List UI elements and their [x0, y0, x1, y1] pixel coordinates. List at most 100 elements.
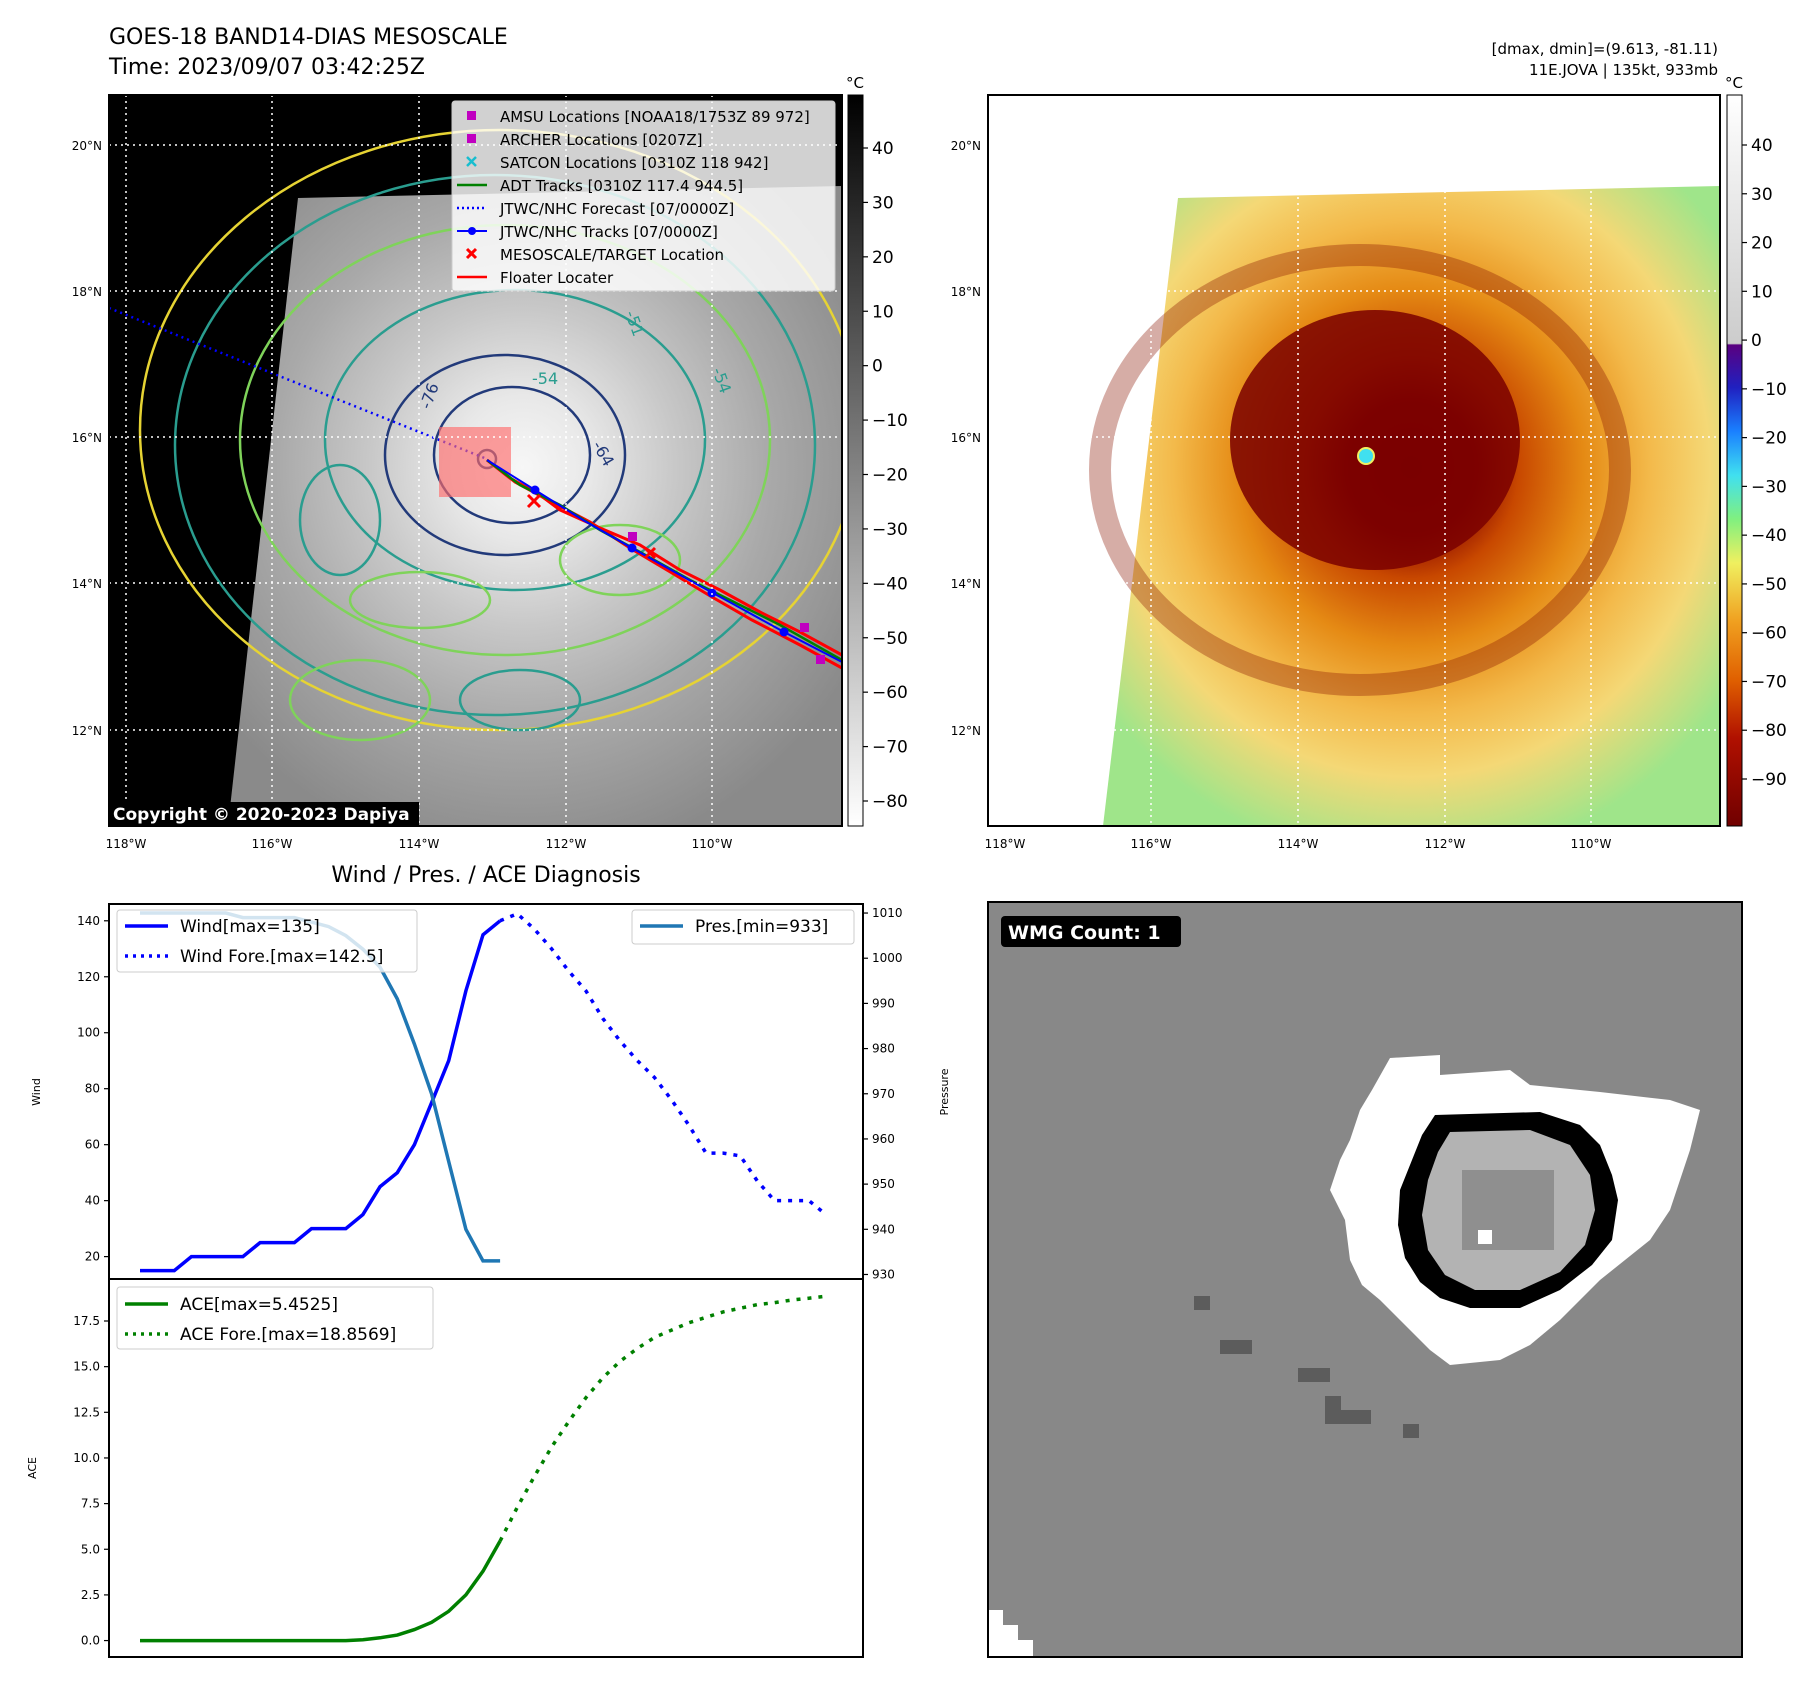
legend-mesoscale-marker — [465, 247, 478, 260]
enhanced-colorbar-tick-label: −40 — [1751, 526, 1787, 546]
copyright-badge — [109, 802, 419, 826]
ir-colorbar — [847, 94, 864, 827]
legend-satcon-label: SATCON Locations [0310Z 118 942] — [500, 154, 768, 172]
wmg-cold-ring — [1330, 1055, 1700, 1365]
pressure-y-tick-label: 1000 — [872, 951, 903, 965]
enhanced-colorbar — [1726, 94, 1743, 827]
enhanced-lon-tick: 118°W — [985, 837, 1026, 851]
ir-colorbar-ticks: 40 30 20 10 0 −10 −20 −30 −40 −50 −60 −70 −80 — [863, 139, 908, 812]
enhanced-lon-tick: 112°W — [1425, 837, 1466, 851]
legend-mesoscale-label: MESOSCALE/TARGET Location — [500, 246, 724, 264]
enhanced-eye — [1357, 447, 1375, 465]
diagnosis-chart: Wind / Pres. / ACE Diagnosis Wind Pressu… — [26, 863, 951, 1658]
enhanced-lon-tick: 110°W — [1571, 837, 1612, 851]
stats-line2: 11E.JOVA | 135kt, 933mb — [1529, 61, 1718, 79]
enhanced-colorbar-unit: °C — [1725, 74, 1743, 92]
enhanced-colorbar-ticks: 40 30 20 10 0 −10 −20 −30 −40 −50 −60 −70 −80 −90 — [1742, 136, 1787, 790]
ir-colorbar-unit: °C — [846, 74, 864, 92]
legend-amsu-label: AMSU Locations [NOAA18/1753Z 89 972] — [500, 108, 810, 126]
wind-y-tick-label: 20 — [85, 1250, 100, 1264]
mesoscale-floater-box — [439, 427, 511, 497]
ir-lat-tick: 20°N — [72, 139, 102, 153]
amsu-markers — [628, 532, 825, 664]
wind-legend-label: Wind[max=135] — [180, 917, 320, 937]
legend-satcon-marker — [466, 156, 477, 167]
wmg-panel: WMG Count: 1 — [987, 901, 1743, 1658]
legend-jtwc-dot — [468, 227, 476, 235]
legend-amsu-marker — [467, 111, 476, 120]
ir-colorbar-tick-label: −70 — [872, 738, 908, 758]
wind-line — [140, 919, 502, 1273]
enhanced-lon-tick: 116°W — [1131, 837, 1172, 851]
pressure-legend-label: Pres.[min=933] — [695, 917, 828, 937]
copyright-text: Copyright © 2020-2023 Dapiya — [113, 805, 410, 825]
wind-y-tick-label: 120 — [77, 970, 100, 984]
pressure-y-tick-label: 960 — [872, 1132, 895, 1146]
ace-forecast-line — [498, 1294, 827, 1542]
ace-series-group — [140, 1294, 827, 1643]
wind-legend-box — [116, 909, 418, 973]
wind-y-tick-label: 100 — [77, 1026, 100, 1040]
pressure-y-tick-label: 940 — [872, 1222, 895, 1236]
enhanced-colorbar-tick-label: 10 — [1751, 282, 1773, 302]
ir-colorbar-tick-label: −30 — [872, 520, 908, 540]
ir-colorbar-tick-label: −10 — [872, 411, 908, 431]
wmg-count-badge — [1001, 916, 1181, 947]
ir-colorbar-tick-label: 20 — [872, 248, 894, 268]
diagnosis-title: Wind / Pres. / ACE Diagnosis — [331, 863, 640, 888]
ir-lon-tick: 110°W — [692, 837, 733, 851]
enhanced-gridlines — [988, 95, 1720, 826]
pressure-y-tick-label: 1010 — [872, 906, 903, 920]
legend-adt-label: ADT Tracks [0310Z 117.4 944.5] — [500, 177, 743, 195]
ir-lat-ticks: 20°N 18°N 16°N 14°N 12°N — [72, 139, 102, 738]
jtwc-track-points — [530, 485, 789, 637]
enhanced-colorbar-tick-label: −70 — [1751, 672, 1787, 692]
ace-fore-legend-label: ACE Fore.[max=18.8569] — [180, 1325, 396, 1345]
ir-colorbar-tick-label: −20 — [872, 466, 908, 486]
ir-satellite-image — [228, 186, 842, 826]
ace-y-tick-label: 10.0 — [73, 1451, 100, 1465]
wind-y-tick-label: 40 — [85, 1194, 100, 1208]
pressure-y-tick-label: 950 — [872, 1177, 895, 1191]
stats-line1: [dmax, dmin]=(9.613, -81.11) — [1492, 40, 1718, 58]
enhanced-colorbar-tick-label: −50 — [1751, 575, 1787, 595]
enhanced-colorbar-tick-label: −20 — [1751, 429, 1787, 449]
ace-y-tick-label: 7.5 — [81, 1497, 100, 1511]
wind-axis-label: Wind — [30, 1078, 43, 1106]
enhanced-colorbar-tick-label: −80 — [1751, 721, 1787, 741]
ir-colorbar-tick-label: −80 — [872, 792, 908, 812]
ir-lat-tick: 18°N — [72, 285, 102, 299]
figure-title-line2: Time: 2023/09/07 03:42:25Z — [108, 55, 425, 80]
ir-lon-tick: 114°W — [399, 837, 440, 851]
legend-archer-marker — [467, 134, 476, 143]
ace-axis-label: ACE — [26, 1457, 39, 1479]
wmg-corner-white — [989, 1610, 1033, 1656]
ace-y-tick-label: 17.5 — [73, 1314, 100, 1328]
ir-colorbar-tick-label: 40 — [872, 139, 894, 159]
enhanced-eyewall — [1230, 310, 1520, 570]
legend-forecast-label: JTWC/NHC Forecast [07/0000Z] — [499, 200, 734, 218]
ace-legend: ACE[max=5.4525] ACE Fore.[max=18.8569] — [116, 1286, 434, 1350]
ir-colorbar-tick-label: 10 — [872, 302, 894, 322]
enhanced-colorbar-tick-label: 20 — [1751, 234, 1773, 254]
wind-fore-legend-label: Wind Fore.[max=142.5] — [180, 947, 383, 967]
pressure-y-tick-label: 990 — [872, 996, 895, 1010]
ir-colorbar-tick-label: −40 — [872, 574, 908, 594]
wmg-dark-patches — [1194, 1296, 1419, 1438]
ace-y-tick-label: 12.5 — [73, 1405, 100, 1419]
legend-jtwc-label: JTWC/NHC Tracks [07/0000Z] — [499, 223, 718, 241]
legend-floater-label: Floater Locater — [500, 269, 614, 287]
enhanced-colorbar-tick-label: −90 — [1751, 770, 1787, 790]
pressure-legend: Pres.[min=933] — [631, 909, 855, 945]
ace-y-tick-label: 2.5 — [81, 1588, 100, 1602]
pressure-y-tick-label: 970 — [872, 1087, 895, 1101]
ace-y-tick-label: 0.0 — [81, 1634, 100, 1648]
pressure-legend-box — [631, 909, 855, 945]
ace-legend-box — [116, 1286, 434, 1350]
wmg-eye-center — [1478, 1230, 1492, 1244]
enhanced-panel: 118°W 116°W 114°W 112°W 110°W 20°N 18°N … — [951, 74, 1787, 851]
pressure-y-tick-label: 980 — [872, 1042, 895, 1056]
contour-label-54a: -54 — [532, 369, 558, 388]
ir-legend-box — [451, 100, 836, 292]
enhanced-lat-tick: 16°N — [951, 431, 981, 445]
